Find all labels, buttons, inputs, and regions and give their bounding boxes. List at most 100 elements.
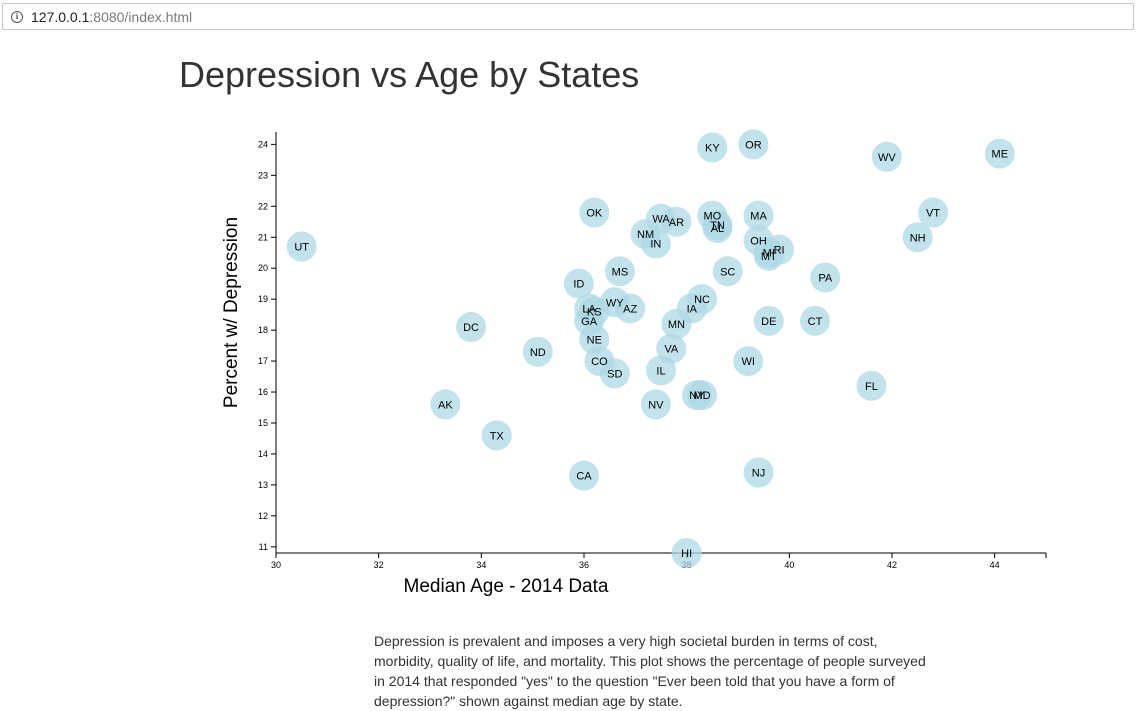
state-label-mt: MT: [761, 251, 777, 263]
state-label-nc: NC: [694, 294, 710, 306]
state-label-nv: NV: [648, 399, 664, 411]
state-label-dc: DC: [463, 322, 479, 334]
state-point-in[interactable]: [640, 228, 671, 259]
state-label-hi: HI: [681, 548, 692, 560]
state-point-dc[interactable]: [456, 312, 487, 343]
state-label-nd: ND: [530, 347, 546, 359]
state-point-va[interactable]: [656, 333, 687, 364]
state-point-fl[interactable]: [856, 370, 887, 401]
state-point-wi[interactable]: [733, 346, 764, 377]
x-axis-title: Median Age - 2014 Data: [404, 576, 609, 597]
url-field[interactable]: i 127.0.0.1:8080/index.html: [2, 3, 1134, 30]
state-point-id[interactable]: [563, 268, 594, 299]
x-tick-label: 36: [579, 560, 589, 570]
y-tick-label: 21: [258, 232, 268, 242]
y-axis-ticks: 11 12 13 14 15 16 17 18 19 20 21 22 23 24: [258, 139, 276, 552]
y-tick-label: 24: [258, 139, 268, 149]
state-point-nc[interactable]: [687, 284, 718, 315]
x-tick-label: 34: [476, 560, 486, 570]
state-point-mt[interactable]: [753, 240, 784, 271]
state-point-md[interactable]: [687, 380, 718, 411]
state-label-mn: MN: [668, 319, 685, 331]
state-point-ar[interactable]: [661, 206, 692, 237]
state-label-ia: IA: [687, 303, 698, 315]
state-label-ut: UT: [294, 242, 309, 254]
state-point-ok[interactable]: [579, 197, 610, 228]
y-tick-label: 16: [258, 387, 268, 397]
state-label-pa: PA: [818, 272, 833, 284]
state-point-hi[interactable]: [671, 538, 702, 568]
state-point-de[interactable]: [753, 305, 784, 336]
x-tick-label: 42: [887, 560, 897, 570]
state-point-ct[interactable]: [800, 305, 830, 336]
state-label-wa: WA: [652, 214, 670, 226]
state-point-ak[interactable]: [430, 389, 461, 420]
state-label-ok: OK: [586, 207, 603, 219]
state-label-wi: WI: [742, 356, 755, 368]
state-point-ms[interactable]: [604, 256, 635, 287]
x-tick-label: 44: [990, 560, 1000, 570]
state-point-al[interactable]: [702, 212, 733, 243]
browser-address-bar: i 127.0.0.1:8080/index.html: [0, 0, 1136, 34]
state-label-il: IL: [656, 365, 665, 377]
state-point-sc[interactable]: [712, 256, 743, 287]
state-point-sd[interactable]: [599, 358, 630, 389]
state-point-vt[interactable]: [918, 197, 949, 228]
state-label-az: AZ: [623, 303, 637, 315]
state-label-sc: SC: [720, 266, 735, 278]
state-label-or: OR: [745, 139, 762, 151]
state-point-wv[interactable]: [871, 141, 902, 172]
state-point-ma[interactable]: [743, 200, 774, 231]
state-label-tx: TX: [490, 430, 505, 442]
state-label-ma: MA: [750, 211, 767, 223]
state-label-ne: NE: [587, 334, 602, 346]
state-label-ak: AK: [438, 399, 453, 411]
state-label-ga: GA: [581, 316, 598, 328]
state-label-mo: MO: [703, 211, 721, 223]
y-axis-title: Percent w/ Depression: [221, 217, 242, 408]
page-title: Depression vs Age by States: [179, 54, 640, 95]
state-label-la: LA: [582, 303, 596, 315]
url-host: 127.0.0.1: [31, 9, 90, 25]
chart-description: Depression is prevalent and imposes a ve…: [374, 633, 926, 709]
y-tick-label: 14: [258, 449, 268, 459]
state-point-nv[interactable]: [640, 389, 671, 420]
state-label-nj: NJ: [752, 468, 765, 480]
y-tick-label: 22: [258, 201, 268, 211]
state-label-fl: FL: [865, 381, 878, 393]
state-point-or[interactable]: [738, 129, 769, 160]
state-point-ut[interactable]: [286, 231, 317, 262]
y-tick-label: 23: [258, 170, 268, 180]
state-point-me[interactable]: [984, 138, 1015, 169]
x-tick-label: 30: [271, 560, 281, 570]
state-point-ca[interactable]: [569, 460, 599, 491]
y-tick-label: 11: [259, 542, 268, 552]
state-label-nh: NH: [910, 232, 926, 244]
state-label-tn: TN: [710, 220, 725, 232]
state-point-az[interactable]: [615, 293, 646, 324]
state-point-nd[interactable]: [522, 336, 553, 367]
y-tick-label: 19: [258, 294, 268, 304]
y-tick-label: 15: [258, 418, 268, 428]
url-path: :8080/index.html: [89, 9, 193, 25]
y-tick-label: 20: [258, 263, 268, 273]
state-label-oh: OH: [750, 235, 767, 247]
state-point-pa[interactable]: [810, 262, 841, 293]
y-tick-label: 12: [258, 511, 268, 521]
state-point-nj[interactable]: [743, 457, 774, 488]
state-point-ky[interactable]: [697, 132, 728, 163]
x-tick-label: 32: [374, 560, 384, 570]
info-icon[interactable]: i: [11, 11, 23, 23]
state-point-tx[interactable]: [481, 420, 512, 451]
state-label-ky: KY: [705, 142, 720, 154]
state-label-mi: MI: [763, 248, 775, 260]
x-axis-ticks: 3032343638404244: [271, 553, 1047, 570]
state-label-al: AL: [711, 223, 724, 235]
state-label-wv: WV: [878, 152, 896, 164]
y-tick-label: 13: [258, 480, 268, 490]
state-point-nh[interactable]: [902, 222, 933, 253]
state-label-md: MD: [694, 390, 711, 402]
state-label-sd: SD: [607, 368, 622, 380]
